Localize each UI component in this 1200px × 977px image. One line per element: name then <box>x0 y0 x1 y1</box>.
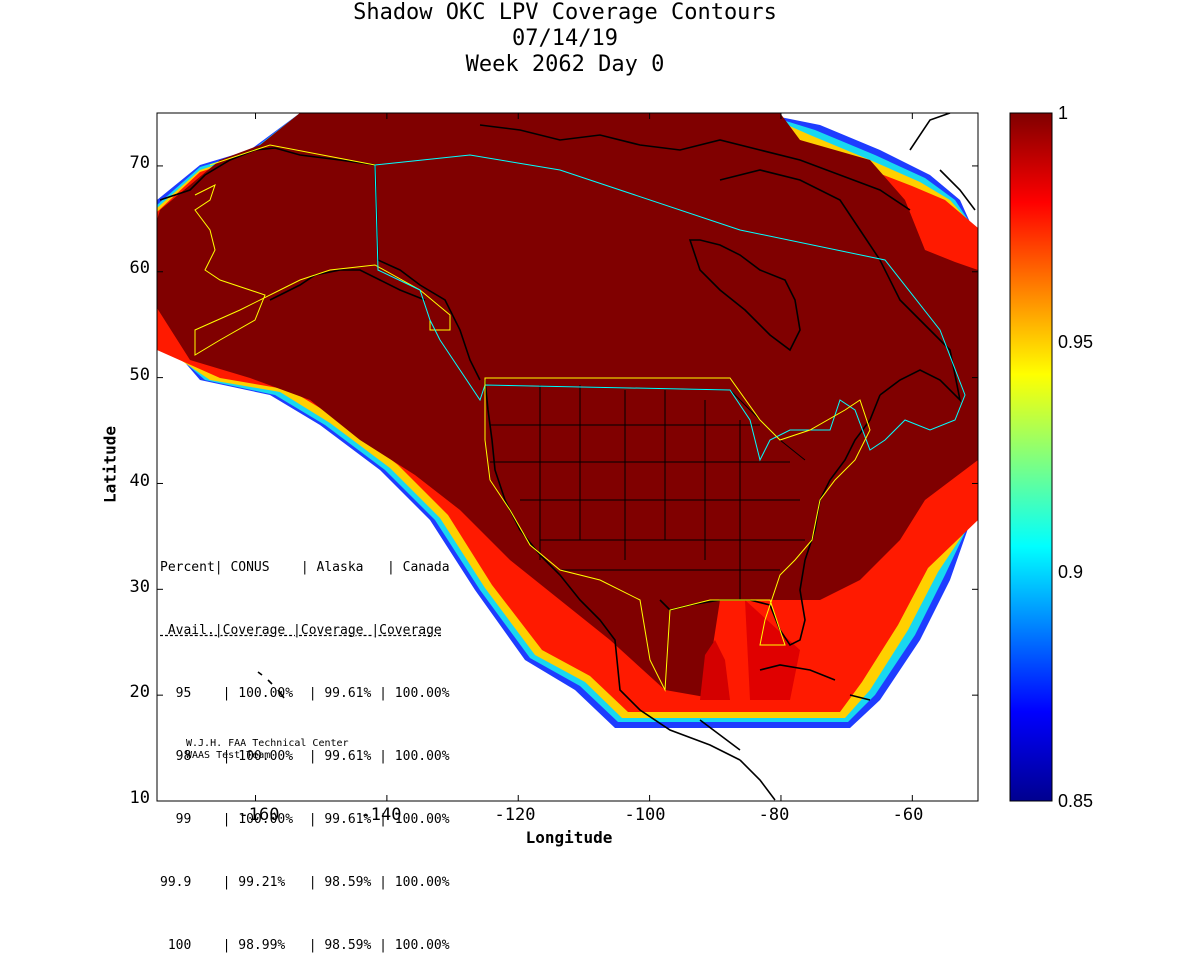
alaska-boundary-yellow <box>194 144 451 356</box>
credits: W.J.H. FAA Technical Center WAAS Test Te… <box>186 738 349 762</box>
coverage-table-header: Avail.|Coverage |Coverage |Coverage <box>160 623 442 638</box>
colorbar-tick-label: 0.95 <box>1058 332 1094 352</box>
chart-week: Week 2062 Day 0 <box>465 52 665 77</box>
x-axis-label: Longitude <box>525 828 613 847</box>
chart-date: 07/14/19 <box>512 26 618 51</box>
x-tick-label: -120 <box>494 805 536 825</box>
canada-boundary-cyan <box>374 154 966 462</box>
colorbar <box>1009 112 1053 802</box>
coverage-region-full <box>157 113 978 697</box>
coastline-hudson-bay <box>688 239 801 352</box>
credit-line: W.J.H. FAA Technical Center <box>186 738 349 749</box>
colorbar-tick-label: 0.9 <box>1058 562 1084 582</box>
conus-boundary-yellow <box>484 377 871 692</box>
coastline-west-us <box>484 379 741 761</box>
y-tick-label: 60 <box>129 258 150 278</box>
y-axis-label: Latitude <box>100 425 120 504</box>
colorbar-tick-label: 0.85 <box>1058 791 1094 811</box>
x-axis-ticks <box>255 113 913 801</box>
coastline-alaska-south <box>269 269 426 301</box>
coastline-greenland <box>909 113 976 211</box>
coverage-field <box>157 113 978 801</box>
y-tick-label: 50 <box>129 365 150 385</box>
y-tick-label: 10 <box>129 788 150 808</box>
coverage-table-row: 99 | 100.00% | 99.61% | 100.00% <box>160 812 450 827</box>
coverage-table-row: 100 | 98.99% | 98.59% | 100.00% <box>160 938 450 953</box>
us-state-borders <box>484 384 806 600</box>
coverage-table-row: 95 | 100.00% | 99.61% | 100.00% <box>160 686 450 701</box>
x-tick-label: -100 <box>624 805 666 825</box>
plot-frame <box>156 112 979 802</box>
y-tick-label: 70 <box>129 153 150 173</box>
x-tick-label: -160 <box>238 805 280 825</box>
colorbar-tick-label: 1 <box>1058 103 1069 123</box>
coverage-lobe-red-2 <box>745 600 800 700</box>
coastline-central-america <box>699 719 776 801</box>
y-tick-label: 40 <box>129 471 150 491</box>
coastline-hawaii <box>257 671 285 699</box>
coastline-alaska <box>159 147 481 381</box>
x-tick-label: -60 <box>892 805 924 825</box>
coastline-canada-east <box>719 169 962 403</box>
chart-title: Shadow OKC LPV Coverage Contours <box>353 0 777 25</box>
coverage-table-row: 99.9 | 99.21% | 98.59% | 100.00% <box>160 875 450 890</box>
y-axis-ticks <box>157 165 978 802</box>
credit-line: WAAS Test Team <box>186 750 271 761</box>
coastline-cuba <box>759 664 871 701</box>
coastline-arctic <box>479 124 911 211</box>
y-tick-label: 20 <box>129 682 150 702</box>
coverage-lobe-red <box>700 640 730 700</box>
coverage-table-header: Percent| CONUS | Alaska | Canada <box>160 560 450 575</box>
y-tick-label: 30 <box>129 577 150 597</box>
coverage-table-row: 98 | 100.00% | 99.61% | 100.00% <box>160 749 450 764</box>
x-tick-label: -140 <box>360 805 402 825</box>
x-tick-label: -80 <box>758 805 790 825</box>
coverage-map-plot <box>156 112 1053 802</box>
